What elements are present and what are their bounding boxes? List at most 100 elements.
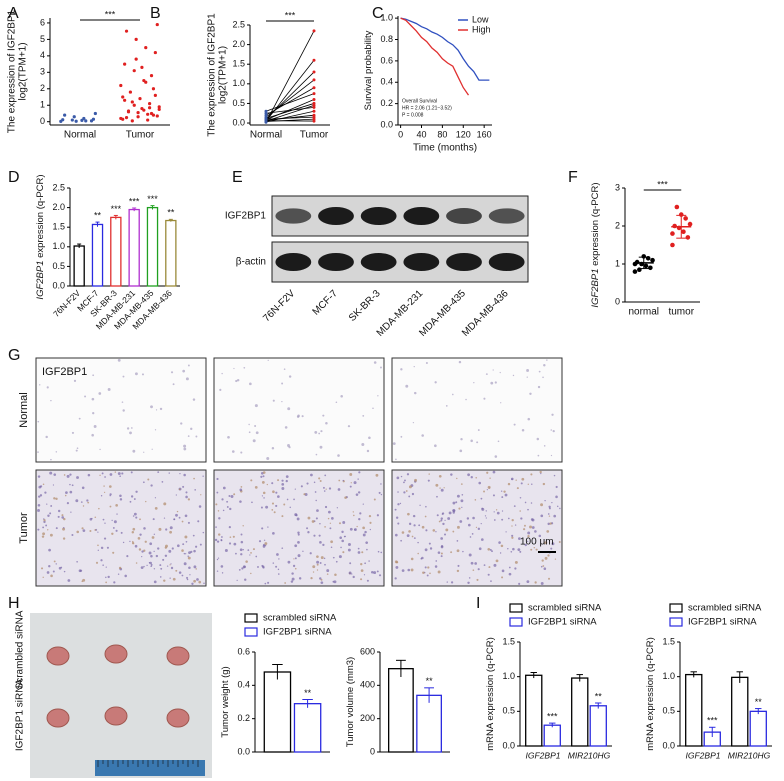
ihc-cell [119, 498, 123, 501]
ihc-cell [216, 558, 219, 561]
ihc-cell [52, 570, 55, 573]
panel-letter: H [8, 595, 20, 612]
ihc-cell [37, 420, 40, 423]
ihc-cell [262, 491, 266, 495]
ihc-cell [339, 536, 342, 539]
ihc-cell [340, 394, 343, 398]
ihc-cell [184, 535, 188, 539]
ihc-cell [380, 483, 382, 485]
blot-band [360, 207, 397, 225]
point [130, 119, 134, 123]
point [683, 216, 688, 221]
ihc-cell [475, 476, 478, 479]
ihc-cell [369, 528, 371, 531]
ihc-cell [395, 516, 399, 519]
ihc-cell [142, 481, 145, 484]
ihc-cell [338, 479, 341, 482]
ihc-cell [139, 533, 142, 536]
ihc-cell [239, 488, 243, 492]
blot-band [446, 208, 482, 224]
ihc-cell [130, 495, 134, 498]
ihc-cell [406, 534, 410, 538]
ihc-cell [161, 480, 164, 483]
bar [110, 216, 122, 287]
ihc-cell [185, 491, 188, 494]
ihc-cell [176, 544, 180, 548]
ihc-cell [470, 476, 473, 479]
ihc-cell [457, 525, 460, 529]
ihc-cell [129, 431, 132, 435]
ihc-cell [413, 537, 416, 539]
y-tick-label: 5 [40, 34, 45, 44]
point [157, 107, 161, 111]
ihc-cell [485, 373, 488, 376]
ihc-cell [118, 566, 122, 570]
ihc-cell [63, 570, 66, 573]
tumor-photo [30, 613, 212, 778]
ihc-cell [294, 488, 296, 490]
ihc-cell [540, 472, 542, 475]
blot-band [488, 253, 525, 271]
ihc-cell [84, 395, 87, 398]
y-tick-label: 600 [360, 646, 375, 656]
point [82, 116, 86, 121]
ihc-cell [119, 494, 122, 498]
ihc-cell [349, 562, 352, 565]
ihc-cell [149, 542, 153, 546]
ihc-cell [478, 547, 482, 551]
ihc-cell [39, 494, 43, 497]
ihc-cell [45, 524, 48, 527]
ihc-cell [244, 578, 247, 581]
ihc-cell [312, 565, 316, 569]
ihc-cell [540, 514, 544, 518]
bar [293, 703, 322, 753]
ihc-cell [501, 576, 504, 579]
ihc-cell [240, 540, 244, 544]
y-axis-label: The expression of IGF2BP1 [207, 13, 218, 137]
ihc-cell [82, 505, 85, 507]
ihc-cell [117, 573, 120, 575]
ihc-cell [277, 568, 280, 571]
ihc-cell [272, 531, 275, 535]
ihc-cell [183, 473, 186, 477]
ihc-cell [538, 534, 542, 538]
ihc-cell [71, 533, 74, 537]
ihc-cell [233, 367, 235, 370]
ihc-cell [527, 535, 530, 538]
ihc-cell [195, 545, 198, 548]
y-tick-label: 1.0 [232, 78, 245, 88]
ihc-cell [163, 502, 167, 506]
ihc-cell [239, 500, 242, 503]
ihc-cell [534, 530, 537, 533]
ihc-cell [293, 498, 295, 501]
y-axis-label: Tumor weight (g) [220, 666, 231, 737]
ihc-cell [307, 531, 310, 534]
ihc-cell [508, 572, 512, 576]
ihc-cell [148, 551, 152, 555]
ihc-cell [467, 473, 471, 477]
point [70, 118, 74, 122]
point [312, 98, 316, 102]
ihc-cell [284, 426, 288, 429]
legend-swatch [509, 617, 523, 627]
ihc-cell [216, 540, 220, 543]
ihc-cell [511, 525, 513, 527]
tumor [104, 644, 128, 664]
ihc-cell [459, 520, 463, 523]
point [670, 242, 675, 248]
y-tick-label: 1.5 [232, 59, 245, 69]
ihc-cell [558, 541, 561, 544]
ihc-cell [135, 490, 138, 493]
ihc-cell [69, 490, 73, 494]
ihc-cell [104, 476, 106, 478]
ihc-cell [231, 450, 235, 453]
blot-row-label: β-actin [236, 257, 266, 268]
ihc-cell [294, 544, 298, 548]
ihc-cell [40, 567, 44, 570]
significance-label: ** [167, 208, 175, 218]
ihc-cell [547, 554, 550, 557]
ihc-cell [232, 535, 235, 538]
ihc-cell [129, 540, 131, 543]
ihc-cell [401, 531, 405, 534]
ihc-cell [254, 404, 258, 408]
